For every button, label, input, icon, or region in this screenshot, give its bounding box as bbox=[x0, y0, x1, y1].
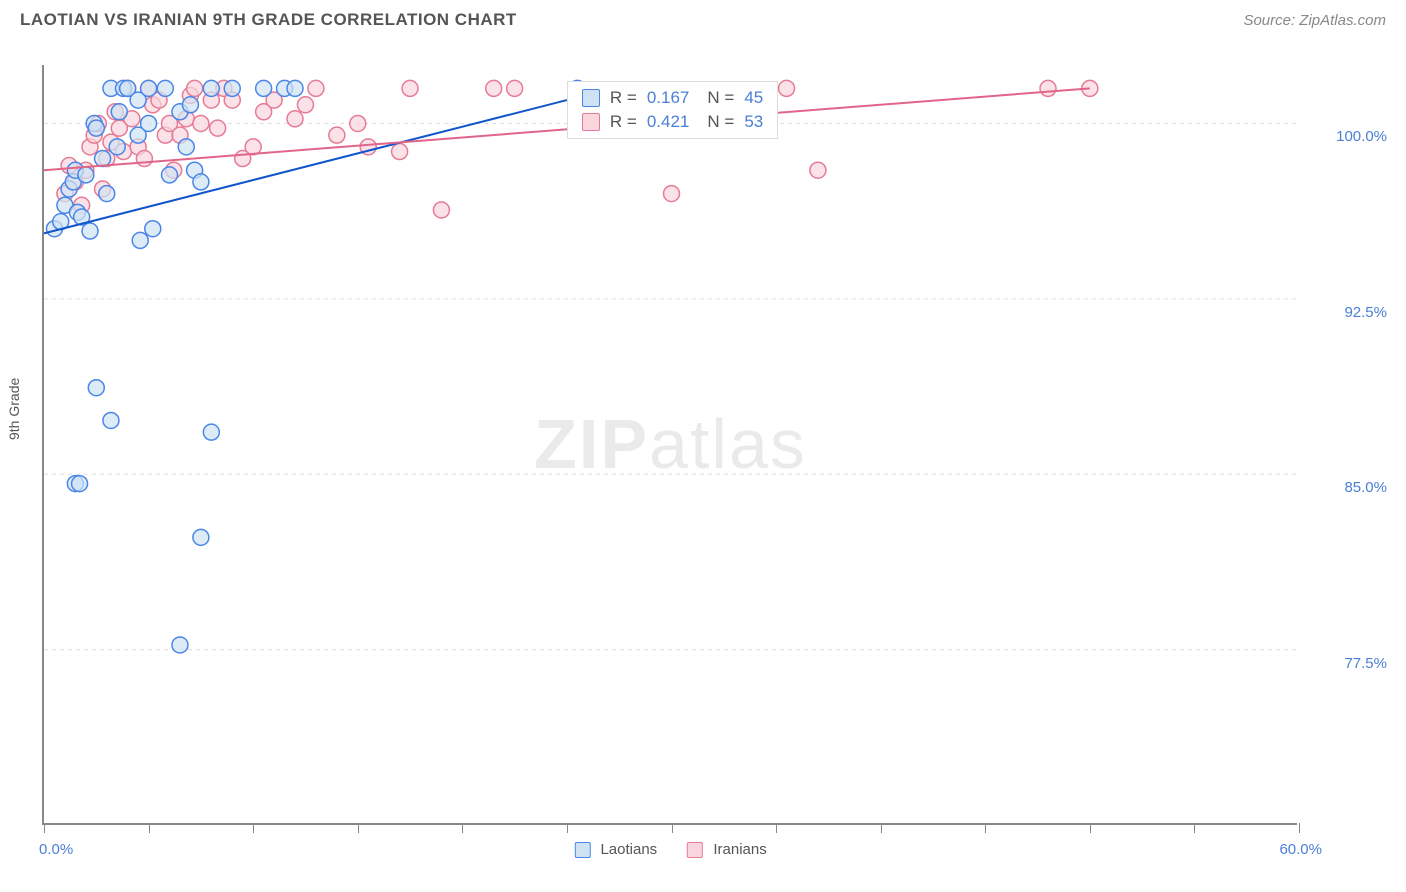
chart-plot-area: 77.5%85.0%92.5%100.0% 0.0% 60.0% ZIPatla… bbox=[42, 65, 1297, 825]
x-tick bbox=[149, 823, 150, 833]
y-tick-label: 100.0% bbox=[1307, 128, 1387, 145]
r-label: R = bbox=[610, 112, 637, 132]
x-tick bbox=[985, 823, 986, 833]
laotians-legend-swatch-icon bbox=[574, 842, 590, 858]
chart-title: LAOTIAN VS IRANIAN 9TH GRADE CORRELATION… bbox=[20, 10, 517, 30]
stats-row-laotians: R = 0.167 N = 45 bbox=[582, 88, 763, 108]
laotians-r-value: 0.167 bbox=[647, 88, 690, 108]
x-tick bbox=[462, 823, 463, 833]
correlation-stats-box: R = 0.167 N = 45 R = 0.421 N = 53 bbox=[567, 81, 778, 139]
legend-item-laotians: Laotians bbox=[574, 841, 657, 858]
x-axis-min-label: 0.0% bbox=[39, 841, 73, 858]
iranians-r-value: 0.421 bbox=[647, 112, 690, 132]
x-axis-max-label: 60.0% bbox=[1279, 841, 1322, 858]
y-tick-label: 92.5% bbox=[1307, 304, 1387, 321]
x-tick bbox=[672, 823, 673, 833]
legend-item-iranians: Iranians bbox=[687, 841, 767, 858]
y-axis-label: 9th Grade bbox=[6, 378, 22, 440]
chart-legend: Laotians Iranians bbox=[574, 841, 766, 858]
stats-row-iranians: R = 0.421 N = 53 bbox=[582, 112, 763, 132]
x-tick bbox=[567, 823, 568, 833]
n-label: N = bbox=[707, 112, 734, 132]
x-tick bbox=[1090, 823, 1091, 833]
x-tick bbox=[44, 823, 45, 833]
legend-label-laotians: Laotians bbox=[600, 841, 657, 858]
legend-label-iranians: Iranians bbox=[713, 841, 766, 858]
iranians-swatch-icon bbox=[582, 113, 600, 131]
x-tick bbox=[253, 823, 254, 833]
x-tick bbox=[776, 823, 777, 833]
iranians-n-value: 53 bbox=[744, 112, 763, 132]
source-attribution: Source: ZipAtlas.com bbox=[1243, 12, 1386, 29]
x-tick bbox=[1194, 823, 1195, 833]
laotians-swatch-icon bbox=[582, 89, 600, 107]
scatter-plot-svg bbox=[44, 65, 1297, 823]
iranians-legend-swatch-icon bbox=[687, 842, 703, 858]
x-tick bbox=[358, 823, 359, 833]
x-tick bbox=[881, 823, 882, 833]
y-tick-label: 85.0% bbox=[1307, 479, 1387, 496]
n-label: N = bbox=[707, 88, 734, 108]
r-label: R = bbox=[610, 88, 637, 108]
x-tick bbox=[1299, 823, 1300, 833]
laotians-n-value: 45 bbox=[744, 88, 763, 108]
y-tick-label: 77.5% bbox=[1307, 655, 1387, 672]
